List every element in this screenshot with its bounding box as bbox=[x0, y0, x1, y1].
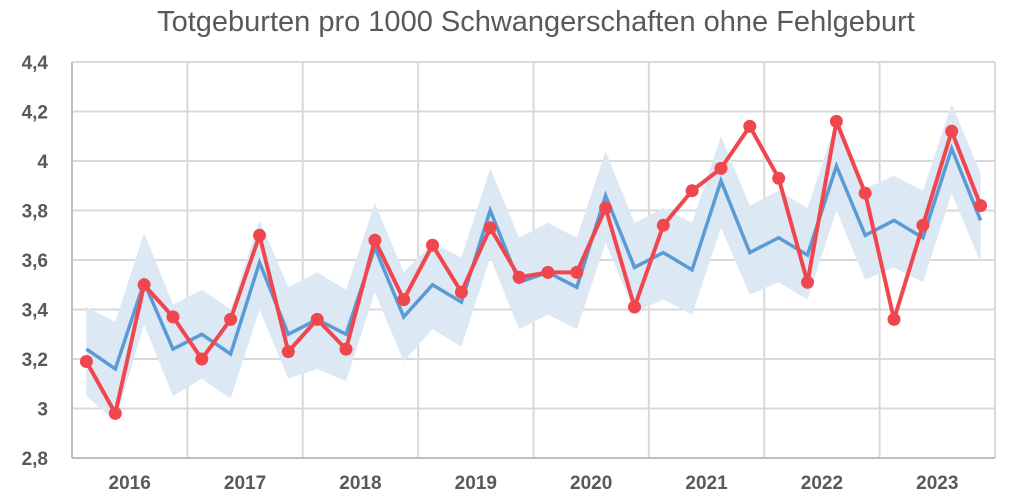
y-tick-label: 4,2 bbox=[22, 103, 48, 124]
observed-marker bbox=[137, 278, 151, 292]
observed-marker bbox=[483, 221, 497, 235]
observed-marker bbox=[79, 355, 93, 368]
observed-marker bbox=[281, 345, 295, 359]
y-tick-label: 3,4 bbox=[22, 301, 49, 322]
observed-marker bbox=[772, 171, 786, 185]
observed-marker bbox=[714, 161, 728, 175]
y-tick-label: 2,8 bbox=[22, 449, 48, 470]
x-tick-label: 2022 bbox=[801, 473, 843, 494]
observed-marker bbox=[945, 124, 959, 138]
observed-marker bbox=[887, 312, 901, 326]
x-tick-label: 2018 bbox=[339, 473, 381, 494]
x-axis-ticks: 2016 2017 2018 2019 2020 2021 2022 2023 bbox=[109, 473, 959, 494]
y-tick-label: 3,6 bbox=[22, 251, 48, 272]
y-tick-label: 4 bbox=[37, 152, 48, 173]
observed-marker bbox=[743, 119, 757, 133]
observed-marker bbox=[368, 233, 382, 247]
observed-marker bbox=[916, 218, 930, 232]
observed-marker bbox=[397, 293, 411, 307]
y-tick-label: 4,4 bbox=[22, 53, 49, 74]
expected-line bbox=[85, 143, 983, 372]
observed-marker bbox=[656, 218, 670, 232]
y-tick-label: 3,2 bbox=[22, 350, 48, 371]
observed-marker bbox=[628, 300, 641, 314]
observed-marker bbox=[685, 184, 699, 198]
x-tick-label: 2023 bbox=[916, 473, 958, 494]
observed-marker bbox=[454, 285, 468, 299]
confidence-band bbox=[86, 104, 981, 421]
expected-series bbox=[85, 143, 983, 372]
band-area bbox=[86, 104, 981, 421]
observed-marker bbox=[570, 265, 584, 279]
observed-marker bbox=[829, 114, 843, 128]
x-tick-label: 2019 bbox=[455, 473, 497, 494]
observed-marker bbox=[224, 312, 238, 326]
observed-marker bbox=[108, 406, 122, 420]
observed-marker bbox=[426, 238, 439, 252]
observed-marker bbox=[512, 270, 526, 284]
x-tick-label: 2020 bbox=[570, 473, 612, 494]
observed-marker bbox=[195, 352, 209, 366]
observed-marker bbox=[253, 228, 266, 242]
x-tick-label: 2016 bbox=[109, 473, 151, 494]
observed-marker bbox=[974, 199, 988, 213]
observed-marker bbox=[541, 265, 555, 279]
observed-line bbox=[84, 119, 983, 416]
observed-marker bbox=[339, 342, 353, 356]
observed-series bbox=[79, 114, 988, 420]
y-tick-label: 3,8 bbox=[22, 202, 48, 223]
observed-marker bbox=[599, 201, 613, 215]
x-tick-label: 2017 bbox=[224, 473, 266, 494]
observed-marker bbox=[858, 186, 872, 200]
y-axis-ticks: 2,8 3 3,2 3,4 3,6 3,8 4 4,2 4,4 bbox=[22, 53, 49, 470]
observed-marker bbox=[310, 312, 324, 326]
chart-title: Totgeburten pro 1000 Schwangerschaften o… bbox=[157, 6, 915, 38]
y-tick-label: 3 bbox=[37, 400, 48, 421]
observed-marker bbox=[166, 310, 180, 324]
observed-marker bbox=[801, 275, 814, 289]
x-tick-label: 2021 bbox=[685, 473, 728, 494]
